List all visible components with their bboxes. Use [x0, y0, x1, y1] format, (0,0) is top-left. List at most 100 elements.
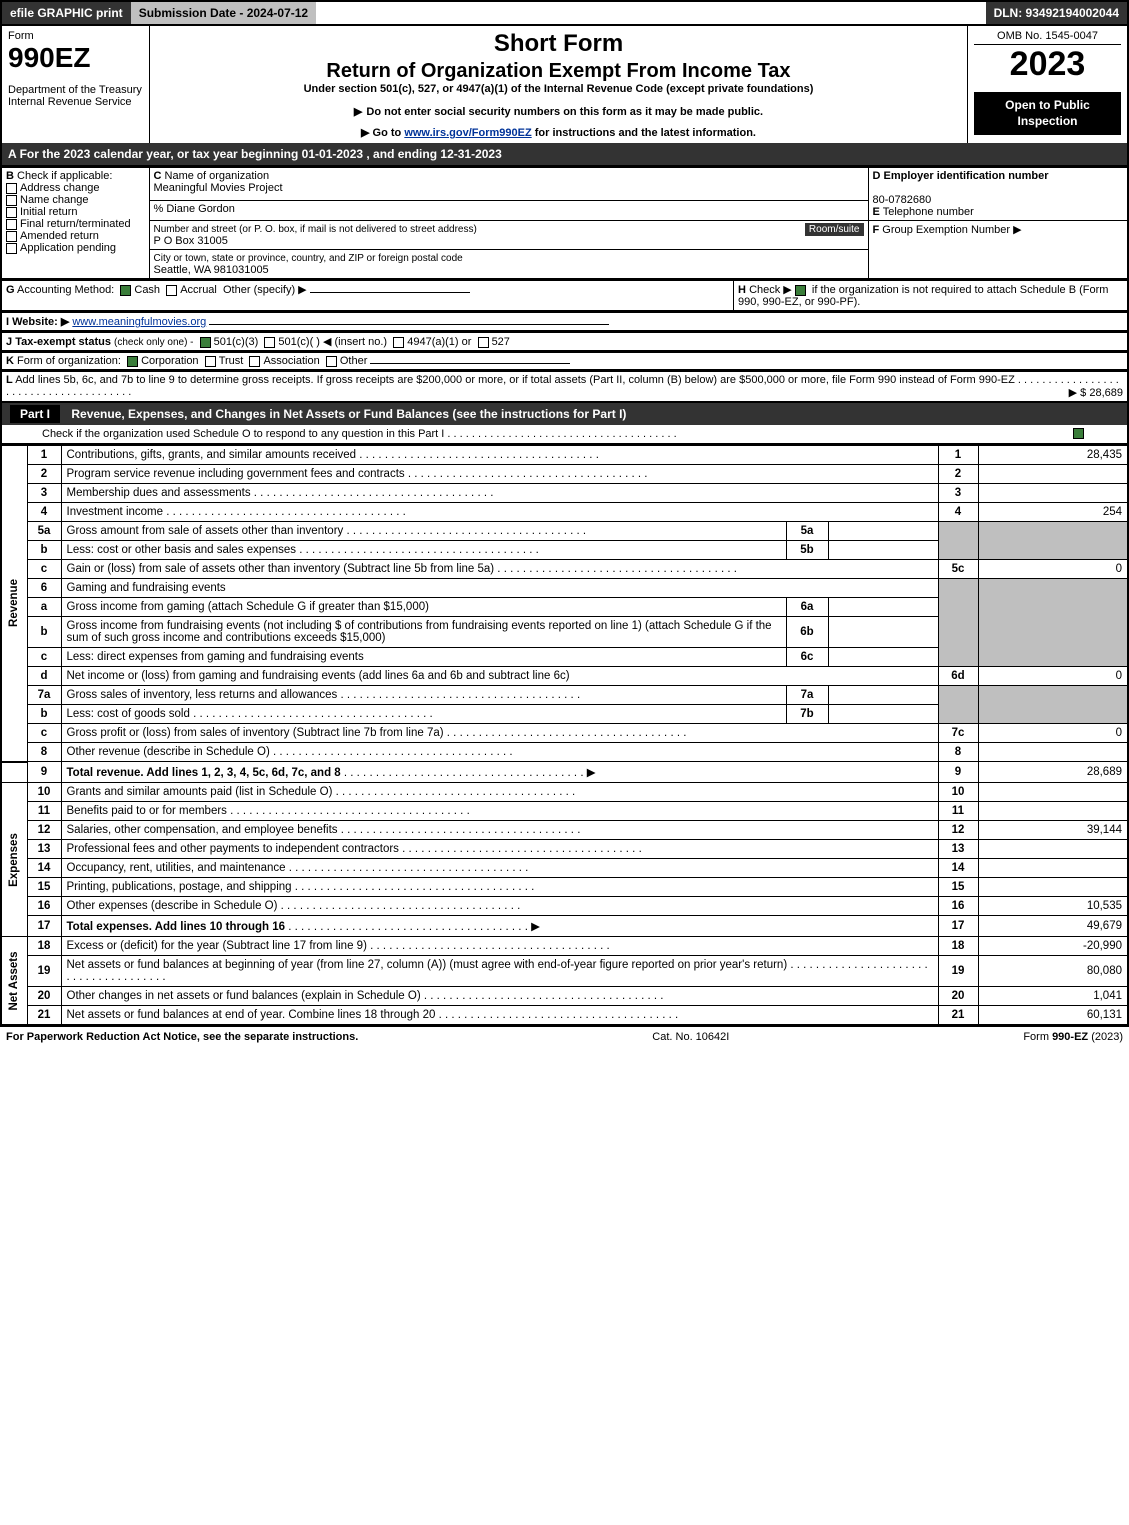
website-link[interactable]: www.meaningfulmovies.org — [72, 316, 206, 328]
chk-application-pending[interactable] — [6, 243, 17, 254]
city-value: Seattle, WA 981031005 — [154, 264, 269, 276]
b-label: Check if applicable: — [17, 170, 112, 182]
row-5ab-gray-amt — [978, 522, 1128, 560]
row-6d-idx: 6d — [938, 667, 978, 686]
j-c: 4947(a)(1) or — [407, 336, 471, 348]
chk-amended-return[interactable] — [6, 231, 17, 242]
row-10-num: 10 — [27, 783, 61, 802]
l-text: Add lines 5b, 6c, and 7b to line 9 to de… — [15, 374, 1015, 386]
row-6d-num: d — [27, 667, 61, 686]
header-right: OMB No. 1545-0047 2023 Open to Public In… — [967, 26, 1127, 143]
b-item-1: Name change — [20, 194, 89, 206]
efile-label: efile GRAPHIC print — [2, 2, 131, 24]
row-7c-idx: 7c — [938, 724, 978, 743]
chk-corp[interactable] — [127, 356, 138, 367]
row-9-amt: 28,689 — [978, 762, 1128, 783]
tax-year: 2023 — [974, 45, 1121, 84]
row-12-num: 12 — [27, 821, 61, 840]
row-6a-text: Gross income from gaming (attach Schedul… — [61, 598, 786, 617]
row-7b-subamt — [828, 705, 938, 724]
row-16-amt: 10,535 — [978, 897, 1128, 916]
row-21-idx: 21 — [938, 1006, 978, 1026]
e-label: Telephone number — [883, 206, 974, 218]
d-label: Employer identification number — [884, 170, 1049, 182]
row-6a-sub: 6a — [786, 598, 828, 617]
row-8-amt — [978, 743, 1128, 762]
chk-4947[interactable] — [393, 337, 404, 348]
row-6a-subamt — [828, 598, 938, 617]
row-20-idx: 20 — [938, 987, 978, 1006]
k-2: Association — [263, 355, 319, 367]
chk-accrual[interactable] — [166, 285, 177, 296]
box-c-addr: Number and street (or P. O. box, if mail… — [149, 221, 868, 250]
row-7b-num: b — [27, 705, 61, 724]
row-2-text: Program service revenue including govern… — [61, 465, 938, 484]
chk-501c3[interactable] — [200, 337, 211, 348]
chk-527[interactable] — [478, 337, 489, 348]
bcdef-table: B Check if applicable: Address change Na… — [0, 167, 1129, 280]
row-20-num: 20 — [27, 987, 61, 1006]
row-16-num: 16 — [27, 897, 61, 916]
row-6c-text: Less: direct expenses from gaming and fu… — [61, 648, 786, 667]
open-public-badge: Open to Public Inspection — [974, 92, 1121, 135]
j-b: 501(c)( ) ◀ (insert no.) — [278, 336, 387, 348]
note-ssn: Do not enter social security numbers on … — [156, 105, 961, 118]
row-19-amt: 80,080 — [978, 956, 1128, 987]
g-cash: Cash — [134, 284, 160, 296]
chk-cash[interactable] — [120, 285, 131, 296]
part1-check-note: Check if the organization used Schedule … — [2, 425, 1127, 443]
chk-trust[interactable] — [205, 356, 216, 367]
subtitle: Under section 501(c), 527, or 4947(a)(1)… — [156, 83, 961, 95]
chk-other[interactable] — [326, 356, 337, 367]
room-suite-label: Room/suite — [805, 223, 864, 236]
row-7c-num: c — [27, 724, 61, 743]
chk-initial-return[interactable] — [6, 207, 17, 218]
row-14-idx: 14 — [938, 859, 978, 878]
chk-501c[interactable] — [264, 337, 275, 348]
addr-label: Number and street (or P. O. box, if mail… — [154, 224, 477, 235]
b-item-3: Final return/terminated — [20, 218, 131, 230]
row-11-amt — [978, 802, 1128, 821]
form-word: Form — [8, 30, 143, 42]
part1-wrap: Part I Revenue, Expenses, and Changes in… — [0, 403, 1129, 445]
row-6b-num: b — [27, 617, 61, 648]
b-item-4: Amended return — [20, 230, 99, 242]
row-6a-num: a — [27, 598, 61, 617]
dept-treasury: Department of the Treasury Internal Reve… — [8, 84, 143, 108]
row-5ab-gray — [938, 522, 978, 560]
chk-name-change[interactable] — [6, 195, 17, 206]
g-other: Other (specify) ▶ — [223, 284, 307, 296]
k-other-blank — [370, 363, 570, 364]
row-18-amt: -20,990 — [978, 937, 1128, 956]
box-d-e: D Employer identification number 80-0782… — [868, 168, 1128, 221]
dln: DLN: 93492194002044 — [986, 2, 1127, 24]
l-amount: ▶ $ 28,689 — [1069, 386, 1123, 399]
chk-part1-schedO[interactable] — [1073, 428, 1084, 439]
row-10-amt — [978, 783, 1128, 802]
chk-address-change[interactable] — [6, 183, 17, 194]
box-j: J Tax-exempt status (check only one) - 5… — [1, 333, 1128, 352]
chk-h[interactable] — [795, 285, 806, 296]
row-12-text: Salaries, other compensation, and employ… — [61, 821, 938, 840]
row-7b-sub: 7b — [786, 705, 828, 724]
row-19-idx: 19 — [938, 956, 978, 987]
j-table: J Tax-exempt status (check only one) - 5… — [0, 332, 1129, 352]
irs-link[interactable]: www.irs.gov/Form990EZ — [404, 127, 531, 139]
row-4-text: Investment income — [61, 503, 938, 522]
addr-value: P O Box 31005 — [154, 235, 228, 247]
row-5c-amt: 0 — [978, 560, 1128, 579]
row-5a-text: Gross amount from sale of assets other t… — [61, 522, 786, 541]
row-4-idx: 4 — [938, 503, 978, 522]
row-17-idx: 17 — [938, 916, 978, 937]
row-1-num: 1 — [27, 446, 61, 465]
row-15-text: Printing, publications, postage, and shi… — [61, 878, 938, 897]
h-check: Check ▶ — [749, 284, 792, 296]
chk-final-return[interactable] — [6, 219, 17, 230]
row-18-num: 18 — [27, 937, 61, 956]
row-8-idx: 8 — [938, 743, 978, 762]
row-18-text: Excess or (deficit) for the year (Subtra… — [61, 937, 938, 956]
row-15-amt — [978, 878, 1128, 897]
row-16-text: Other expenses (describe in Schedule O) — [61, 897, 938, 916]
row-2-idx: 2 — [938, 465, 978, 484]
chk-assoc[interactable] — [249, 356, 260, 367]
